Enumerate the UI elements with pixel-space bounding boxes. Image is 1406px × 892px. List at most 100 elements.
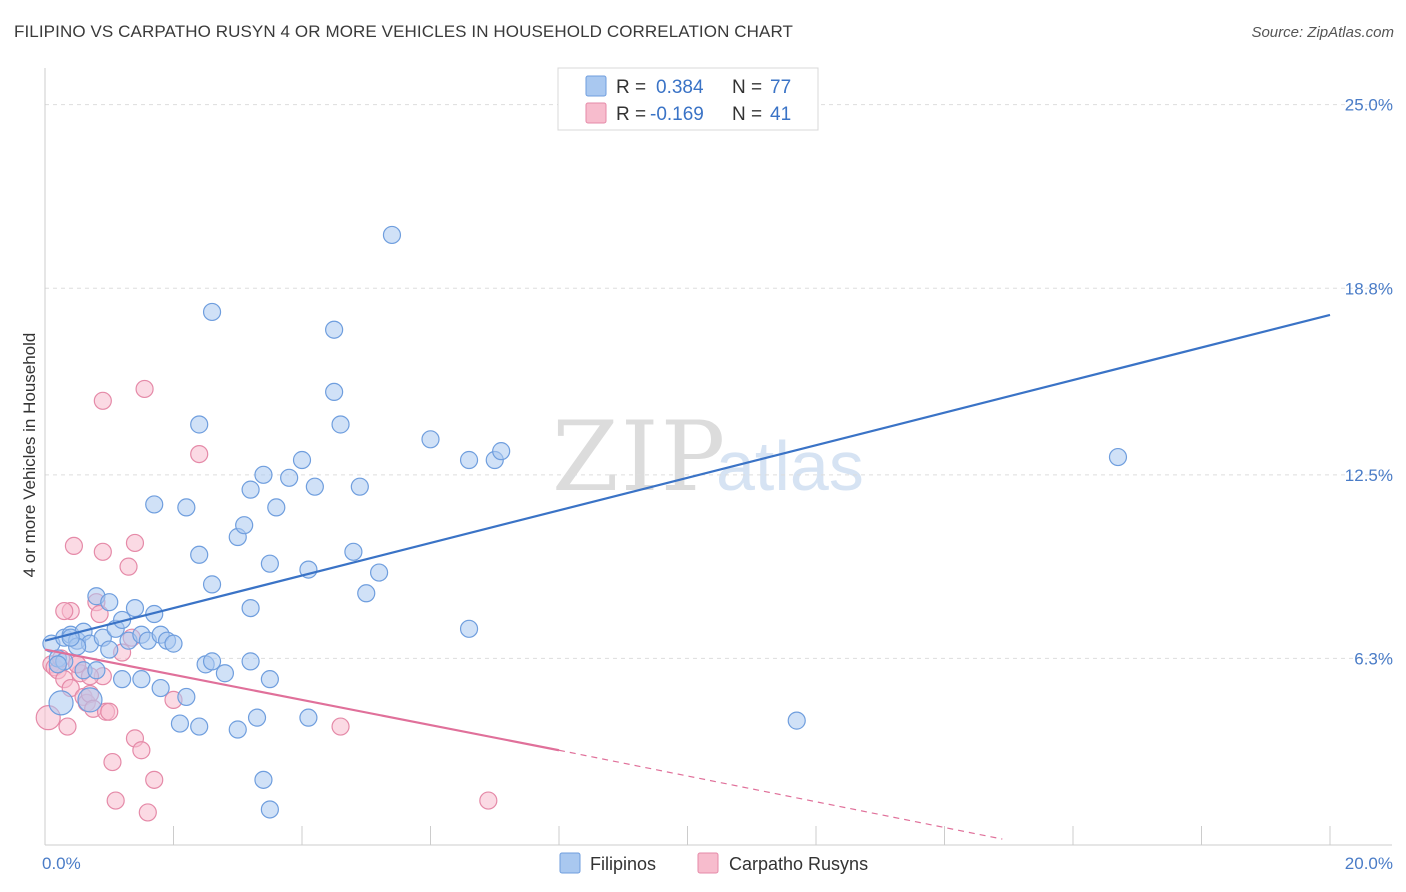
gridlines [45,104,1392,659]
data-point [190,444,209,464]
data-point [235,516,254,535]
bottom-legend-label-filipinos: Filipinos [590,854,656,874]
data-point [138,803,157,822]
y-tick-label: 25.0% [1345,96,1393,115]
legend-r-value-carpatho-rusyns: -0.169 [650,104,704,125]
data-point [202,575,222,594]
data-point [479,791,498,810]
data-point [106,791,125,810]
watermark-zip: ZIP [552,401,727,513]
data-point [48,655,67,674]
data-point [190,717,209,736]
data-point [90,604,109,624]
data-point [357,584,376,603]
data-point [299,708,318,727]
bottom-legend-swatch-carpatho-rusyns [697,852,719,874]
data-point [344,542,363,561]
tick-labels: 6.3% 12.5% 18.8% 25.0% 0.0% 20.0% [42,96,1393,873]
data-point [1108,447,1128,467]
data-point [459,450,479,470]
data-point [100,640,119,659]
data-point [112,670,132,689]
data-point [190,545,209,564]
trend-lines [44,313,1331,840]
y-axis-label: 4 or more Vehicles in Household [20,333,39,578]
data-point [260,800,279,819]
data-point [254,770,273,789]
data-point [331,415,350,434]
data-point [55,601,74,621]
data-point [64,536,84,555]
legend-n-label-filipinos: N = [732,77,762,98]
data-point [190,415,209,434]
data-point [202,652,222,671]
data-point [103,752,122,772]
data-point [254,465,273,484]
data-point [119,557,138,576]
data-point [100,593,119,612]
data-point [228,720,247,739]
legend-n-value-filipinos: 77 [770,77,791,98]
data-point [241,652,260,671]
data-point [247,708,267,727]
data-point [280,468,299,487]
trend-line-extension [558,749,1003,840]
data-point [177,498,196,517]
trend-line [44,648,560,752]
data-point [260,670,279,689]
data-point [125,598,145,618]
legend-r-label-carpatho-rusyns: R = [616,104,646,125]
data-point [93,391,112,410]
source-label: Source: ZipAtlas.com [1251,24,1394,41]
filipino-points [42,225,1128,819]
data-point [370,563,389,582]
data-point [787,711,806,730]
y-tick-label: 18.8% [1345,279,1393,298]
bottom-legend-swatch-filipinos [559,852,581,874]
data-point [421,430,440,449]
data-point [132,670,151,689]
data-point [145,495,164,514]
data-point [87,661,106,680]
y-tick-label: 12.5% [1345,466,1393,485]
data-point [459,619,479,638]
legend-swatch-carpatho-rusyns [585,102,607,124]
legend: R = 0.384 N = 77 R = -0.169 N = 41 [557,67,819,131]
data-point [260,554,279,573]
legend-n-label-carpatho-rusyns: N = [732,104,762,125]
data-point [215,664,234,683]
data-point [202,302,222,322]
data-point [325,320,344,339]
legend-r-value-filipinos: 0.384 [656,77,704,98]
legend-n-value-carpatho-rusyns: 41 [770,104,791,125]
data-point [48,690,74,716]
data-point [292,450,312,470]
bottom-legend: Filipinos Carpatho Rusyns [559,852,868,874]
data-point [93,542,112,561]
data-point [135,379,154,399]
data-point [325,382,344,402]
data-point [100,702,119,721]
carpatho-rusyn-points [35,379,498,822]
chart-title: FILIPINO VS CARPATHO RUSYN 4 OR MORE VEH… [14,22,794,41]
data-point [241,598,260,618]
data-point [77,687,103,713]
data-point [132,741,151,760]
data-point [58,717,77,736]
data-point [305,477,324,496]
data-point [331,717,350,736]
trend-line [44,313,1331,642]
data-point [382,225,402,245]
data-point [125,533,145,553]
data-point [164,634,183,653]
y-tick-label: 6.3% [1354,649,1393,668]
data-point [170,714,190,733]
legend-r-label-filipinos: R = [616,77,646,98]
data-point [350,477,369,496]
x-tick-label: 20.0% [1345,854,1393,873]
data-point [492,442,511,461]
data-point [151,678,170,698]
data-point [241,480,260,499]
x-tick-label: 0.0% [42,854,81,873]
